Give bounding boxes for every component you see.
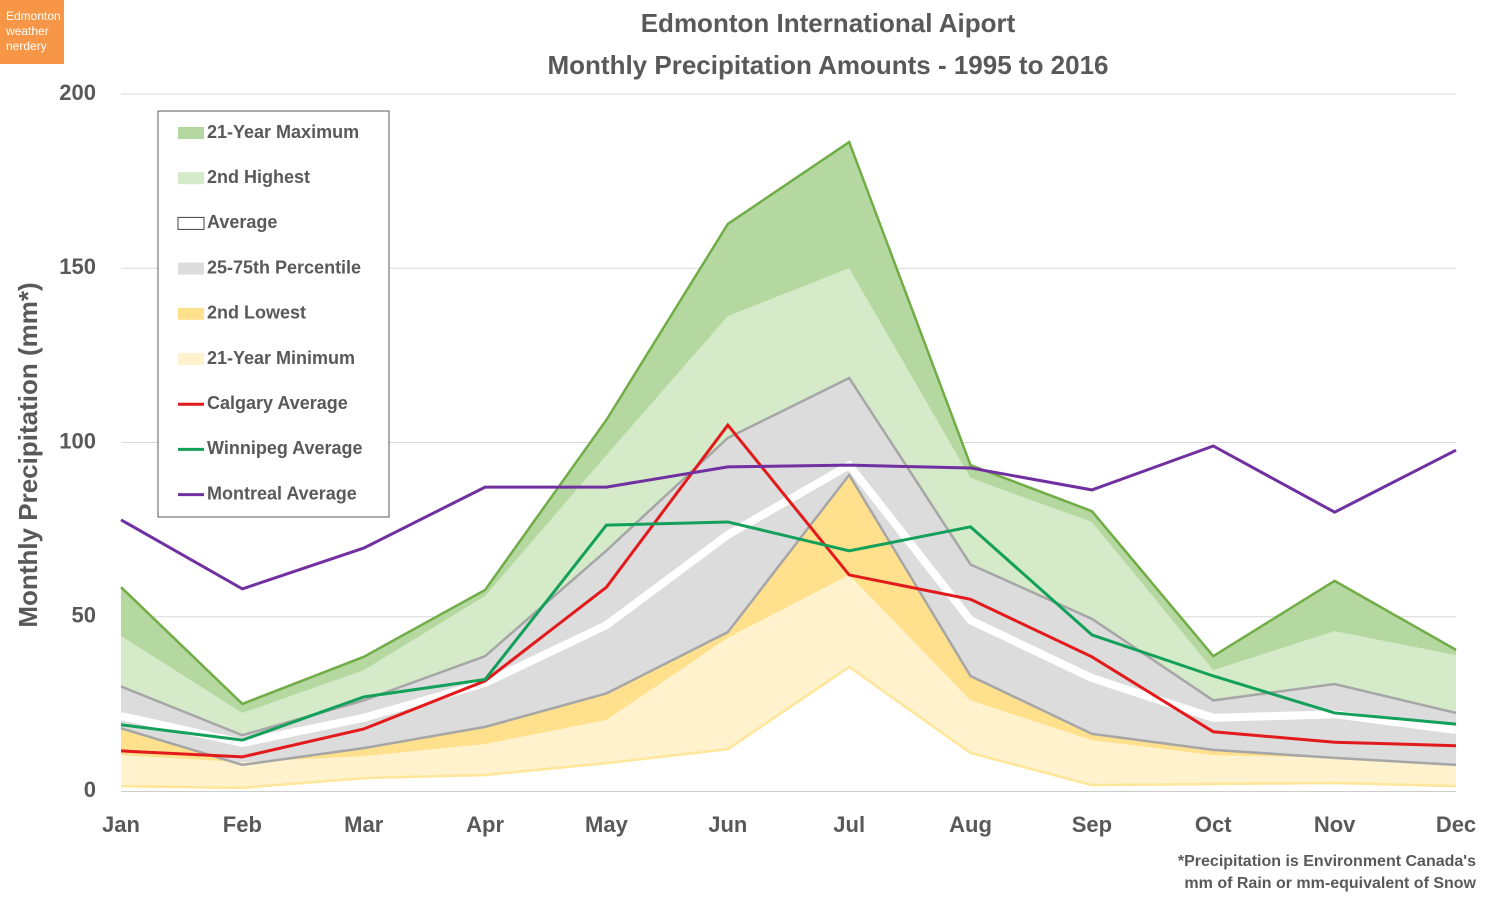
band-edge: [120, 665, 1457, 790]
band-edge: [120, 376, 1457, 737]
badge-box: [0, 0, 64, 64]
y-tick-label: 50: [72, 603, 96, 628]
legend: 21-Year Maximum 2nd Highest Average 25-75th…: [157, 110, 390, 518]
legend-label: Montreal Average: [207, 483, 357, 503]
area: [121, 666, 1456, 791]
legend-swatch: [178, 262, 204, 275]
y-axis-title: Monthly Precipitation (mm*): [13, 282, 43, 627]
x-tick-label: Sep: [1072, 812, 1112, 837]
y-tick-label: 0: [84, 777, 96, 802]
legend-swatch: [178, 353, 204, 365]
area: [121, 574, 1456, 791]
x-tick-label: May: [585, 812, 629, 837]
x-tick-label: Jun: [708, 812, 747, 837]
legend-label: Winnipeg Average: [207, 438, 363, 458]
legend-label: 21-Year Maximum: [207, 122, 359, 142]
series-line: [120, 520, 1457, 742]
x-tick-label: Mar: [344, 812, 384, 837]
x-tick-label: Dec: [1436, 812, 1476, 837]
x-tick-label: Nov: [1314, 812, 1356, 837]
x-tick-label: Aug: [949, 812, 992, 837]
y-tick-label: 150: [59, 254, 96, 279]
series-line: [120, 422, 1457, 759]
legend-label: Average: [207, 212, 277, 232]
x-tick-label: Jan: [102, 812, 140, 837]
legend-swatch: [178, 172, 204, 185]
series-line: [120, 444, 1457, 591]
footnote: *Precipitation is Environment Canada's: [1178, 853, 1476, 870]
y-tick-label: 100: [59, 428, 96, 453]
badge: Edmonton weather nerdery: [5, 9, 61, 53]
legend-label: Calgary Average: [207, 393, 348, 413]
x-tick-label: Apr: [466, 812, 504, 837]
legend-label: 21-Year Minimum: [207, 348, 355, 368]
legend-label: 2nd Lowest: [207, 303, 306, 323]
legend-label: 2nd Highest: [207, 167, 310, 187]
legend-swatch: [178, 307, 204, 320]
footnote: mm of Rain or mm-equivalent of Snow: [1184, 875, 1476, 892]
x-tick-label: Feb: [223, 812, 262, 837]
legend-label: 25-75th Percentile: [207, 257, 361, 277]
legend-swatch: [177, 216, 205, 230]
band-edge: [120, 472, 1457, 767]
chart-title: Edmonton International Aiport: [641, 8, 1016, 38]
y-tick-label: 200: [59, 80, 96, 105]
x-tick-label: Oct: [1195, 812, 1232, 837]
legend-swatch: [178, 127, 204, 139]
x-tick-label: Jul: [833, 812, 865, 837]
band-edge: [120, 140, 1457, 706]
chart-subtitle: Monthly Precipitation Amounts - 1995 to …: [547, 50, 1108, 80]
